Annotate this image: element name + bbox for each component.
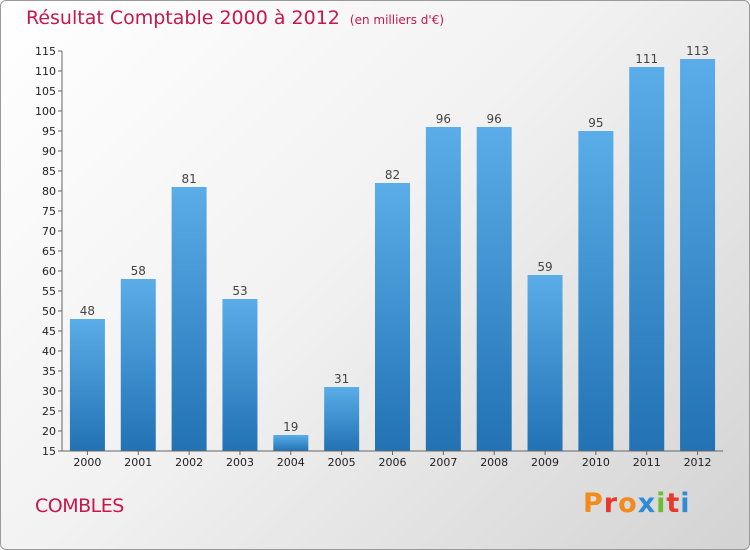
chart-title-text: Résultat Comptable 2000 à 2012 xyxy=(26,7,340,29)
y-tick-label-40: 40 xyxy=(42,345,56,358)
y-tick-label-90: 90 xyxy=(42,145,56,158)
y-tick-label-100: 100 xyxy=(35,105,56,118)
bar-2005 xyxy=(324,387,360,451)
logo-letter: o xyxy=(618,488,638,519)
bar-2006 xyxy=(375,183,410,451)
data-label-2003: 53 xyxy=(232,284,247,298)
bar-2003 xyxy=(222,299,258,451)
y-tick-label-70: 70 xyxy=(42,225,56,238)
x-tick-label-2003: 2003 xyxy=(226,456,254,469)
y-tick-label-85: 85 xyxy=(42,165,56,178)
data-label-2012: 113 xyxy=(686,44,709,58)
bar-2002 xyxy=(171,187,207,451)
data-label-2004: 19 xyxy=(283,420,298,434)
bar-2008 xyxy=(476,127,512,451)
bar-2000 xyxy=(69,319,105,451)
data-label-2000: 48 xyxy=(80,304,95,318)
data-label-2008: 96 xyxy=(487,112,502,126)
logo-letter: r xyxy=(603,488,619,519)
y-tick-label-20: 20 xyxy=(42,425,56,438)
axes xyxy=(58,50,723,455)
data-label-2011: 111 xyxy=(635,52,658,66)
x-tick-label-2011: 2011 xyxy=(633,456,661,469)
y-tick-label-15: 15 xyxy=(42,445,56,458)
proxiti-logo: Proxiti xyxy=(583,488,691,519)
x-tick-label-2010: 2010 xyxy=(582,456,610,469)
town-name: COMBLES xyxy=(35,495,124,517)
logo-letter: t xyxy=(666,488,681,519)
y-tick-label-50: 50 xyxy=(42,305,56,318)
bar-2010 xyxy=(578,131,614,451)
bar-2011 xyxy=(629,67,665,451)
data-label-2002: 81 xyxy=(181,172,196,186)
data-label-2009: 59 xyxy=(537,260,552,274)
y-tick-label-110: 110 xyxy=(35,65,56,78)
bar-2009 xyxy=(527,275,563,451)
x-tick-label-2006: 2006 xyxy=(379,456,407,469)
bar-2004 xyxy=(273,435,309,451)
y-tick-label-35: 35 xyxy=(42,365,56,378)
y-tick-label-55: 55 xyxy=(42,285,56,298)
data-label-2006: 82 xyxy=(385,168,400,182)
x-tick-label-2012: 2012 xyxy=(684,456,712,469)
bar-series xyxy=(69,59,716,451)
x-tick-label-2005: 2005 xyxy=(328,456,356,469)
y-tick-label-75: 75 xyxy=(42,205,56,218)
y-tick-label-60: 60 xyxy=(42,265,56,278)
bar-2007 xyxy=(425,127,461,451)
data-label-2001: 58 xyxy=(131,264,146,278)
x-tick-label-2009: 2009 xyxy=(531,456,559,469)
y-tick-label-45: 45 xyxy=(42,325,56,338)
x-axis-tick-labels: 2000 2001 2002 2003 2004 2005 2006 2007 2008 2009… xyxy=(73,456,711,469)
logo-letter: i xyxy=(680,488,691,519)
chart-title: Résultat Comptable 2000 à 2012 (en millie… xyxy=(26,7,444,29)
y-axis-tick-labels: 15 20 25 30 35 40 45 50 55 60 65 70 75 80 85 90 95 100 105… xyxy=(35,45,56,458)
y-tick-label-65: 65 xyxy=(42,245,56,258)
data-labels: 48 58 81 53 19 31 82 96 96 59 95 111 113 xyxy=(80,44,709,434)
logo-letter: P xyxy=(583,488,604,519)
y-tick-label-30: 30 xyxy=(42,385,56,398)
x-tick-label-2002: 2002 xyxy=(175,456,203,469)
y-tick-label-105: 105 xyxy=(35,85,56,98)
data-label-2005: 31 xyxy=(334,372,349,386)
logo-letter: x xyxy=(637,488,657,519)
data-label-2010: 95 xyxy=(588,116,603,130)
bar-2001 xyxy=(120,279,156,451)
x-tick-label-2007: 2007 xyxy=(429,456,457,469)
x-tick-label-2008: 2008 xyxy=(480,456,508,469)
x-tick-label-2004: 2004 xyxy=(277,456,305,469)
x-tick-label-2001: 2001 xyxy=(124,456,152,469)
y-tick-label-25: 25 xyxy=(42,405,56,418)
y-tick-label-80: 80 xyxy=(42,185,56,198)
y-tick-label-95: 95 xyxy=(42,125,56,138)
bar-2012 xyxy=(680,59,716,451)
data-label-2007: 96 xyxy=(436,112,451,126)
logo-letter: i xyxy=(656,488,667,519)
x-tick-label-2000: 2000 xyxy=(73,456,101,469)
y-tick-label-115: 115 xyxy=(35,45,56,58)
chart-subtitle: (en milliers d'€) xyxy=(349,13,445,27)
